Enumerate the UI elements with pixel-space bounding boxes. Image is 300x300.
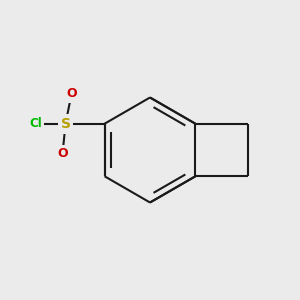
Text: Cl: Cl: [29, 117, 42, 130]
Text: O: O: [57, 147, 68, 160]
Text: S: S: [61, 117, 70, 131]
Text: O: O: [66, 87, 77, 100]
